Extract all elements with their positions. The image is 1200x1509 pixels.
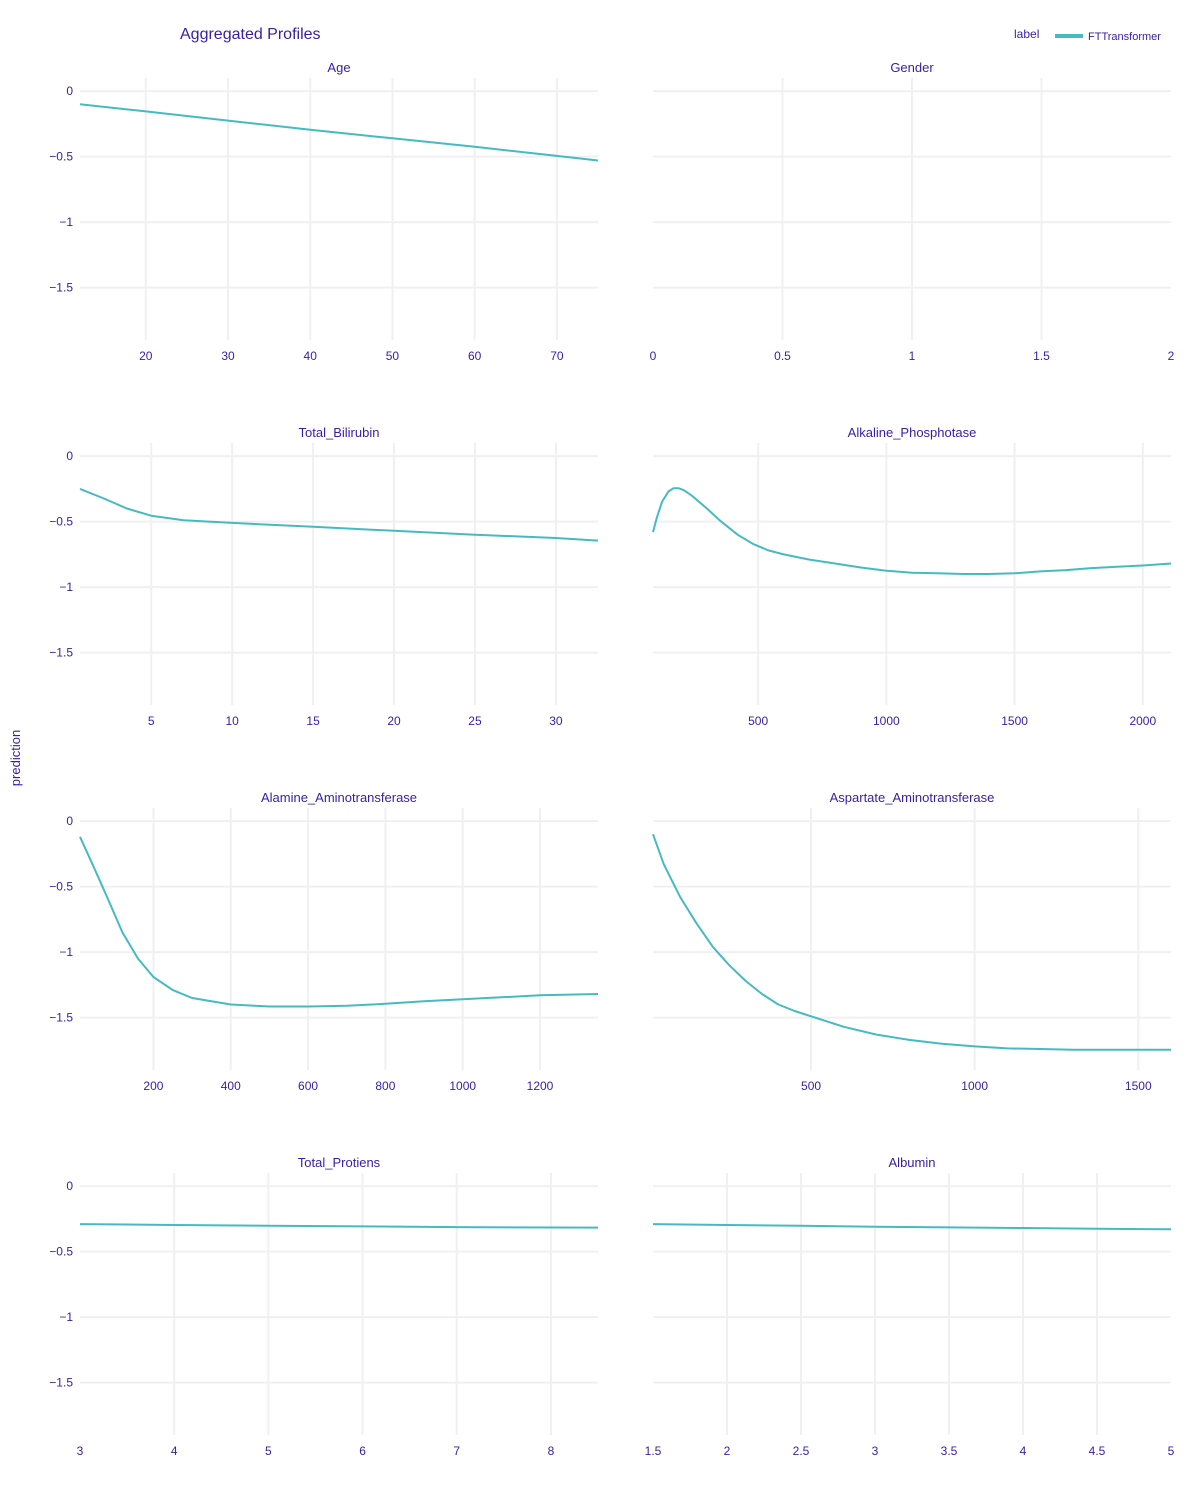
y-tick-label: 0 bbox=[66, 84, 73, 98]
y-tick-label: −0.5 bbox=[49, 150, 73, 164]
x-tick-label: 2.5 bbox=[793, 1444, 810, 1458]
y-tick-label: −0.5 bbox=[49, 515, 73, 529]
series-line bbox=[79, 487, 599, 542]
x-tick-label: 1.5 bbox=[1033, 349, 1050, 363]
subplot-title: Age bbox=[327, 60, 350, 75]
y-tick-label: −1.5 bbox=[49, 1376, 73, 1390]
x-tick-label: 0 bbox=[650, 349, 657, 363]
y-tick-label: 0 bbox=[66, 1179, 73, 1193]
x-tick-label: 1000 bbox=[449, 1079, 476, 1093]
x-tick-label: 70 bbox=[550, 349, 564, 363]
x-tick-label: 1200 bbox=[527, 1079, 554, 1093]
x-tick-label: 2 bbox=[724, 1444, 731, 1458]
x-tick-label: 500 bbox=[748, 714, 768, 728]
x-tick-label: 5 bbox=[1168, 1444, 1175, 1458]
x-tick-label: 1000 bbox=[961, 1079, 988, 1093]
subplot-gender: 0 0.5 1 1.5 2 Gender bbox=[650, 60, 1175, 363]
x-tick-label: 30 bbox=[549, 714, 563, 728]
subplot-total-protiens: 3 4 5 6 7 8 0 −0.5 −1 −1.5 Total_Protiens bbox=[49, 1155, 599, 1458]
x-tick-label: 0.5 bbox=[774, 349, 791, 363]
subplot-aspartate-aminotransferase: 500 1000 1500 Aspartate_Aminotransferase bbox=[652, 790, 1171, 1093]
x-tick-label: 40 bbox=[304, 349, 318, 363]
y-tick-label: −1 bbox=[59, 215, 73, 229]
subplot-title: Total_Protiens bbox=[298, 1155, 381, 1170]
x-tick-label: 4.5 bbox=[1089, 1444, 1106, 1458]
series-line bbox=[652, 1223, 1172, 1231]
y-tick-label: −1.5 bbox=[49, 281, 73, 295]
y-tick-label: 0 bbox=[66, 449, 73, 463]
legend-item-label: FTTransformer bbox=[1088, 31, 1161, 43]
x-tick-label: 400 bbox=[221, 1079, 241, 1093]
y-tick-label: 0 bbox=[66, 814, 73, 828]
subplot-title: Gender bbox=[890, 60, 934, 75]
y-tick-label: −0.5 bbox=[49, 1245, 73, 1259]
series-line bbox=[79, 103, 599, 162]
x-tick-label: 25 bbox=[468, 714, 482, 728]
x-tick-label: 1500 bbox=[1001, 714, 1028, 728]
x-tick-label: 6 bbox=[359, 1444, 366, 1458]
x-tick-label: 3 bbox=[872, 1444, 879, 1458]
x-tick-label: 2 bbox=[1168, 349, 1175, 363]
y-tick-label: −1 bbox=[59, 945, 73, 959]
x-tick-label: 500 bbox=[801, 1079, 821, 1093]
series-line bbox=[79, 836, 599, 1008]
series-line bbox=[652, 833, 1171, 1051]
subplot-title: Alkaline_Phosphotase bbox=[848, 425, 977, 440]
y-tick-label: −1.5 bbox=[49, 1011, 73, 1025]
x-tick-label: 200 bbox=[143, 1079, 163, 1093]
x-tick-label: 1500 bbox=[1125, 1079, 1152, 1093]
x-tick-label: 15 bbox=[306, 714, 320, 728]
y-axis-label: prediction bbox=[8, 730, 23, 786]
subplot-title: Aspartate_Aminotransferase bbox=[830, 790, 995, 805]
x-tick-label: 1.5 bbox=[645, 1444, 662, 1458]
subplot-alamine-aminotransferase: 200 400 600 800 1000 1200 0 −0.5 −1 −1.5 Alamine_A… bbox=[49, 790, 599, 1093]
x-tick-label: 7 bbox=[453, 1444, 460, 1458]
legend-title: label bbox=[1014, 27, 1039, 41]
x-tick-label: 800 bbox=[375, 1079, 395, 1093]
x-tick-label: 3 bbox=[77, 1444, 84, 1458]
x-tick-label: 50 bbox=[386, 349, 400, 363]
subplot-age: 20 30 40 50 60 70 0 −0.5 −1 −1.5 Age bbox=[49, 60, 599, 363]
x-tick-label: 3.5 bbox=[941, 1444, 958, 1458]
x-tick-label: 4 bbox=[171, 1444, 178, 1458]
subplot-alkaline-phosphotase: 500 1000 1500 2000 Alkaline_Phosphotase bbox=[652, 425, 1172, 728]
series-line bbox=[79, 1223, 599, 1229]
x-tick-label: 1000 bbox=[873, 714, 900, 728]
x-tick-label: 5 bbox=[265, 1444, 272, 1458]
figure-title: Aggregated Profiles bbox=[180, 26, 321, 43]
y-tick-label: −1 bbox=[59, 580, 73, 594]
x-tick-label: 20 bbox=[139, 349, 153, 363]
x-tick-label: 5 bbox=[148, 714, 155, 728]
subplot-title: Alamine_Aminotransferase bbox=[261, 790, 417, 805]
x-tick-label: 1 bbox=[909, 349, 916, 363]
x-tick-label: 10 bbox=[225, 714, 239, 728]
series-line bbox=[652, 487, 1172, 575]
y-tick-label: −1.5 bbox=[49, 646, 73, 660]
legend[interactable]: label FTTransformer bbox=[1014, 27, 1161, 43]
x-tick-label: 20 bbox=[387, 714, 401, 728]
subplot-title: Total_Bilirubin bbox=[299, 425, 380, 440]
x-tick-label: 600 bbox=[298, 1079, 318, 1093]
x-tick-label: 4 bbox=[1020, 1444, 1027, 1458]
subplot-title: Albumin bbox=[889, 1155, 936, 1170]
y-tick-label: −0.5 bbox=[49, 880, 73, 894]
x-tick-label: 8 bbox=[548, 1444, 555, 1458]
x-tick-label: 30 bbox=[221, 349, 235, 363]
subplot-albumin: 1.5 2 2.5 3 3.5 4 4.5 5 Albumin bbox=[645, 1155, 1175, 1458]
x-tick-label: 2000 bbox=[1129, 714, 1156, 728]
y-tick-label: −1 bbox=[59, 1310, 73, 1324]
x-tick-label: 60 bbox=[468, 349, 482, 363]
subplot-total-bilirubin: 5 10 15 20 25 30 0 −0.5 −1 −1.5 Total_Bilirubin bbox=[49, 425, 599, 728]
